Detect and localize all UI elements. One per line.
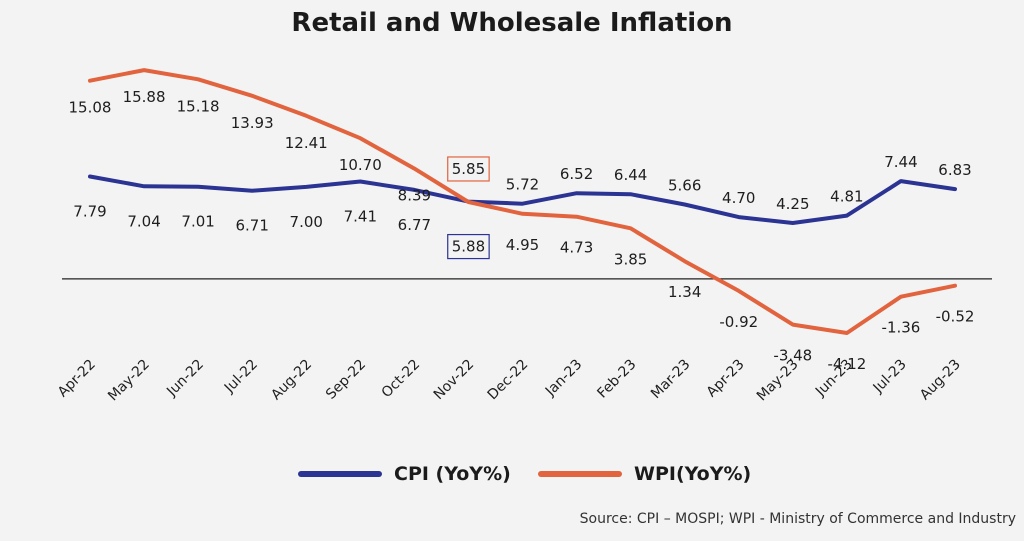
cpi-data-label: 7.04 — [127, 212, 160, 230]
legend-swatch-wpi — [538, 471, 622, 477]
legend-item-wpi: WPI(YoY%) — [538, 463, 751, 485]
wpi-data-label: 12.41 — [285, 134, 328, 152]
x-tick-label: Jul-22 — [221, 357, 261, 397]
wpi-data-label: 4.73 — [560, 239, 593, 257]
source-note: Source: CPI – MOSPI; WPI - Ministry of C… — [579, 511, 1016, 527]
wpi-data-label: -0.92 — [719, 313, 758, 331]
wpi-data-label: 13.93 — [231, 114, 274, 132]
wpi-data-label: 3.85 — [614, 250, 647, 268]
chart-title: Retail and Wholesale Inflation — [291, 8, 733, 38]
wpi-data-label: 8.39 — [398, 187, 431, 205]
cpi-data-label: 7.01 — [181, 213, 214, 231]
cpi-data-label: 7.44 — [884, 153, 917, 171]
cpi-data-label: 4.70 — [722, 189, 755, 207]
legend-label-cpi: CPI (YoY%) — [394, 463, 511, 485]
wpi-data-label: 10.70 — [339, 156, 382, 174]
cpi-data-label: 4.25 — [776, 195, 809, 213]
wpi-data-label: 5.85 — [452, 160, 485, 178]
x-tick-label: Apr-22 — [55, 357, 99, 401]
legend-item-cpi: CPI (YoY%) — [298, 463, 511, 485]
wpi-data-label: -1.36 — [882, 319, 921, 337]
x-tick-label: Sep-22 — [323, 357, 369, 403]
cpi-data-label: 6.83 — [938, 161, 971, 179]
cpi-data-label: 5.72 — [506, 176, 539, 194]
legend-label-wpi: WPI(YoY%) — [634, 463, 752, 485]
cpi-data-label: 6.52 — [560, 165, 593, 183]
wpi-data-label: -3.48 — [773, 347, 812, 365]
cpi-line — [88, 174, 957, 225]
wpi-data-label: 15.18 — [177, 97, 220, 115]
x-tick-label: Apr-23 — [704, 357, 748, 401]
wpi-highlight-box — [447, 156, 490, 182]
cpi-data-label: 4.81 — [830, 188, 863, 206]
legend-swatch-cpi — [298, 471, 382, 477]
cpi-data-label: 5.66 — [668, 176, 701, 194]
x-tick-label: Nov-22 — [431, 357, 478, 404]
x-tick-label: Feb-23 — [594, 357, 639, 402]
cpi-data-label: 7.79 — [73, 202, 106, 220]
x-tick-label: Jun-22 — [163, 357, 207, 401]
x-tick-label: Aug-23 — [917, 357, 964, 404]
cpi-data-label: 7.41 — [344, 207, 377, 225]
wpi-data-label: 15.08 — [69, 99, 112, 117]
wpi-data-label: -4.12 — [827, 355, 866, 373]
cpi-data-label: 6.44 — [614, 166, 647, 184]
x-tick-label: Jan-23 — [542, 357, 585, 400]
wpi-data-label: 1.34 — [668, 283, 701, 301]
x-tick-label: Mar-23 — [648, 357, 694, 403]
x-tick-label: Oct-22 — [379, 357, 424, 402]
cpi-data-label: 7.00 — [290, 213, 323, 231]
cpi-data-label: 5.88 — [452, 238, 485, 256]
wpi-data-label: 15.88 — [123, 88, 166, 106]
cpi-data-label: 6.71 — [235, 217, 268, 235]
wpi-data-label: 4.95 — [506, 236, 539, 254]
x-tick-label: Jul-23 — [870, 357, 910, 397]
cpi-highlight-box — [447, 233, 490, 260]
x-tick-label: May-22 — [105, 357, 153, 405]
cpi-data-label: 6.77 — [398, 216, 431, 234]
line-chart: 15.08 7.79 15.88 7.04 15.18 7.01 13.93 6.71 12.4… — [55, 68, 992, 405]
x-tick-label: Aug-22 — [268, 357, 315, 404]
x-tick-label: Dec-22 — [485, 357, 532, 404]
wpi-data-label: -0.52 — [936, 308, 975, 326]
wpi-line — [88, 68, 957, 335]
legend: CPI (YoY%) WPI(YoY%) — [0, 463, 1024, 493]
